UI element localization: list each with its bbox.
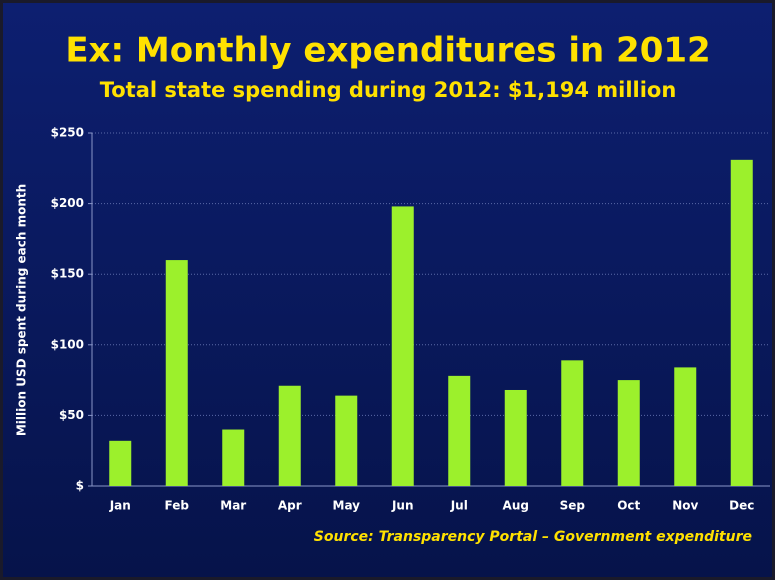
x-tick-label: Mar (220, 499, 246, 513)
y-tick-label: $50 (59, 408, 84, 422)
chart-title: Ex: Monthly expenditures in 2012 (65, 31, 710, 71)
bar (391, 206, 414, 486)
bar (617, 380, 640, 486)
x-tick-label: Jan (109, 499, 131, 513)
bar (222, 429, 245, 486)
x-tick-label: May (333, 499, 361, 513)
bar (561, 360, 584, 486)
x-tick-label: Sep (560, 499, 586, 513)
x-tick-label: Aug (503, 499, 529, 513)
x-tick-label: Apr (278, 499, 302, 513)
bar (109, 440, 132, 486)
bar (165, 260, 188, 486)
y-tick-label: $250 (51, 126, 84, 140)
x-tick-label: Jul (450, 499, 468, 513)
x-tick-label: Feb (165, 499, 190, 513)
bar (674, 367, 697, 486)
x-tick-label: Oct (617, 499, 640, 513)
y-axis-label: Million USD spent during each month (15, 184, 29, 436)
x-tick-label: Jun (391, 499, 414, 513)
bar (335, 395, 358, 486)
bar (278, 385, 301, 486)
y-tick-label: $100 (51, 337, 84, 351)
x-tick-label: Nov (672, 499, 698, 513)
chart-subtitle: Total state spending during 2012: $1,194… (100, 78, 677, 102)
source-note: Source: Transparency Portal – Government… (314, 529, 752, 545)
bar (448, 375, 471, 486)
y-tick-label: $200 (51, 196, 84, 210)
y-tick-label: $150 (51, 267, 84, 281)
y-tick-label: $ (76, 479, 84, 493)
bar (504, 389, 527, 486)
bar (730, 159, 753, 486)
x-tick-label: Dec (729, 499, 754, 513)
